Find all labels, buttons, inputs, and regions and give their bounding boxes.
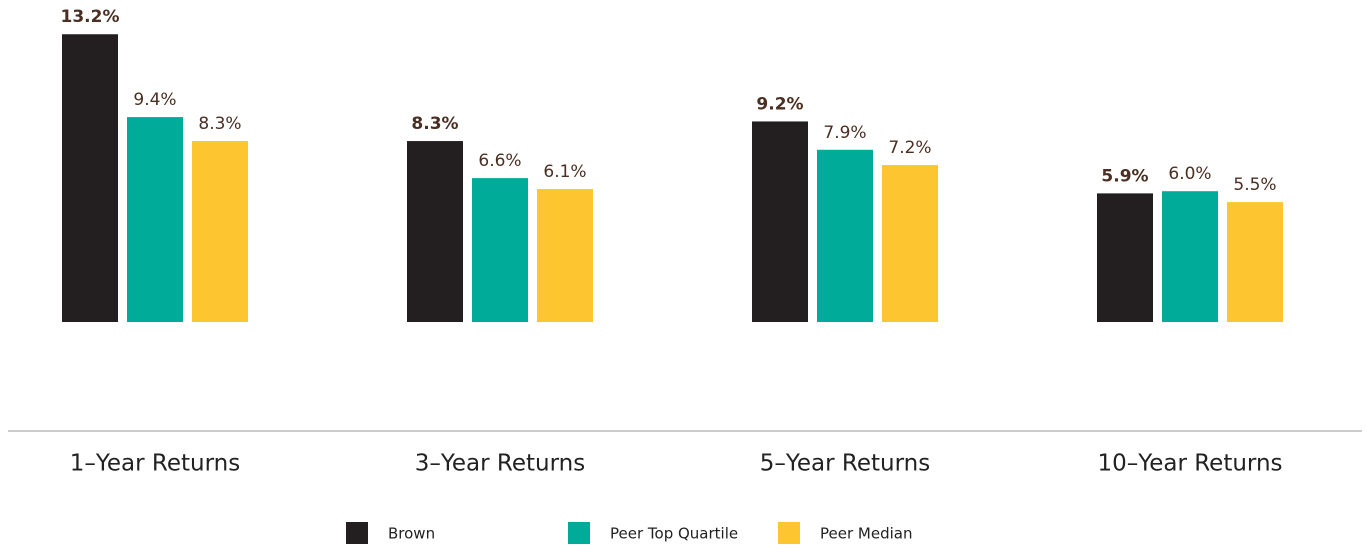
bar [1097,193,1153,322]
bar [882,165,938,322]
legend-swatch [346,522,368,544]
bar [192,141,248,322]
value-label: 6.1% [543,162,586,182]
bar [752,121,808,322]
value-label: 8.3% [411,114,458,134]
value-label: 8.3% [198,114,241,134]
value-label: 6.0% [1168,164,1211,184]
value-label: 9.2% [756,94,803,114]
legend-label: Peer Top Quartile [610,525,738,543]
bar [62,34,118,323]
value-label: 6.6% [478,151,521,171]
bar [1227,202,1283,322]
bar [1162,191,1218,322]
bar [817,149,873,322]
value-label: 5.5% [1233,175,1276,195]
x-tick-label: 3–Year Returns [415,451,585,477]
value-label: 7.2% [888,138,931,158]
legend-swatch [778,522,800,544]
value-label: 7.9% [823,123,866,143]
value-label: 9.4% [133,90,176,110]
bar [472,178,528,322]
bar [537,189,593,322]
value-label: 5.9% [1101,166,1148,186]
x-tick-label: 10–Year Returns [1097,451,1282,477]
bar [407,141,463,322]
x-tick-label: 5–Year Returns [760,451,930,477]
x-tick-label: 1–Year Returns [70,451,240,477]
legend-label: Peer Median [820,525,912,543]
value-label: 13.2% [61,7,120,27]
legend-label: Brown [388,525,435,543]
bar [127,117,183,322]
legend-swatch [568,522,590,544]
